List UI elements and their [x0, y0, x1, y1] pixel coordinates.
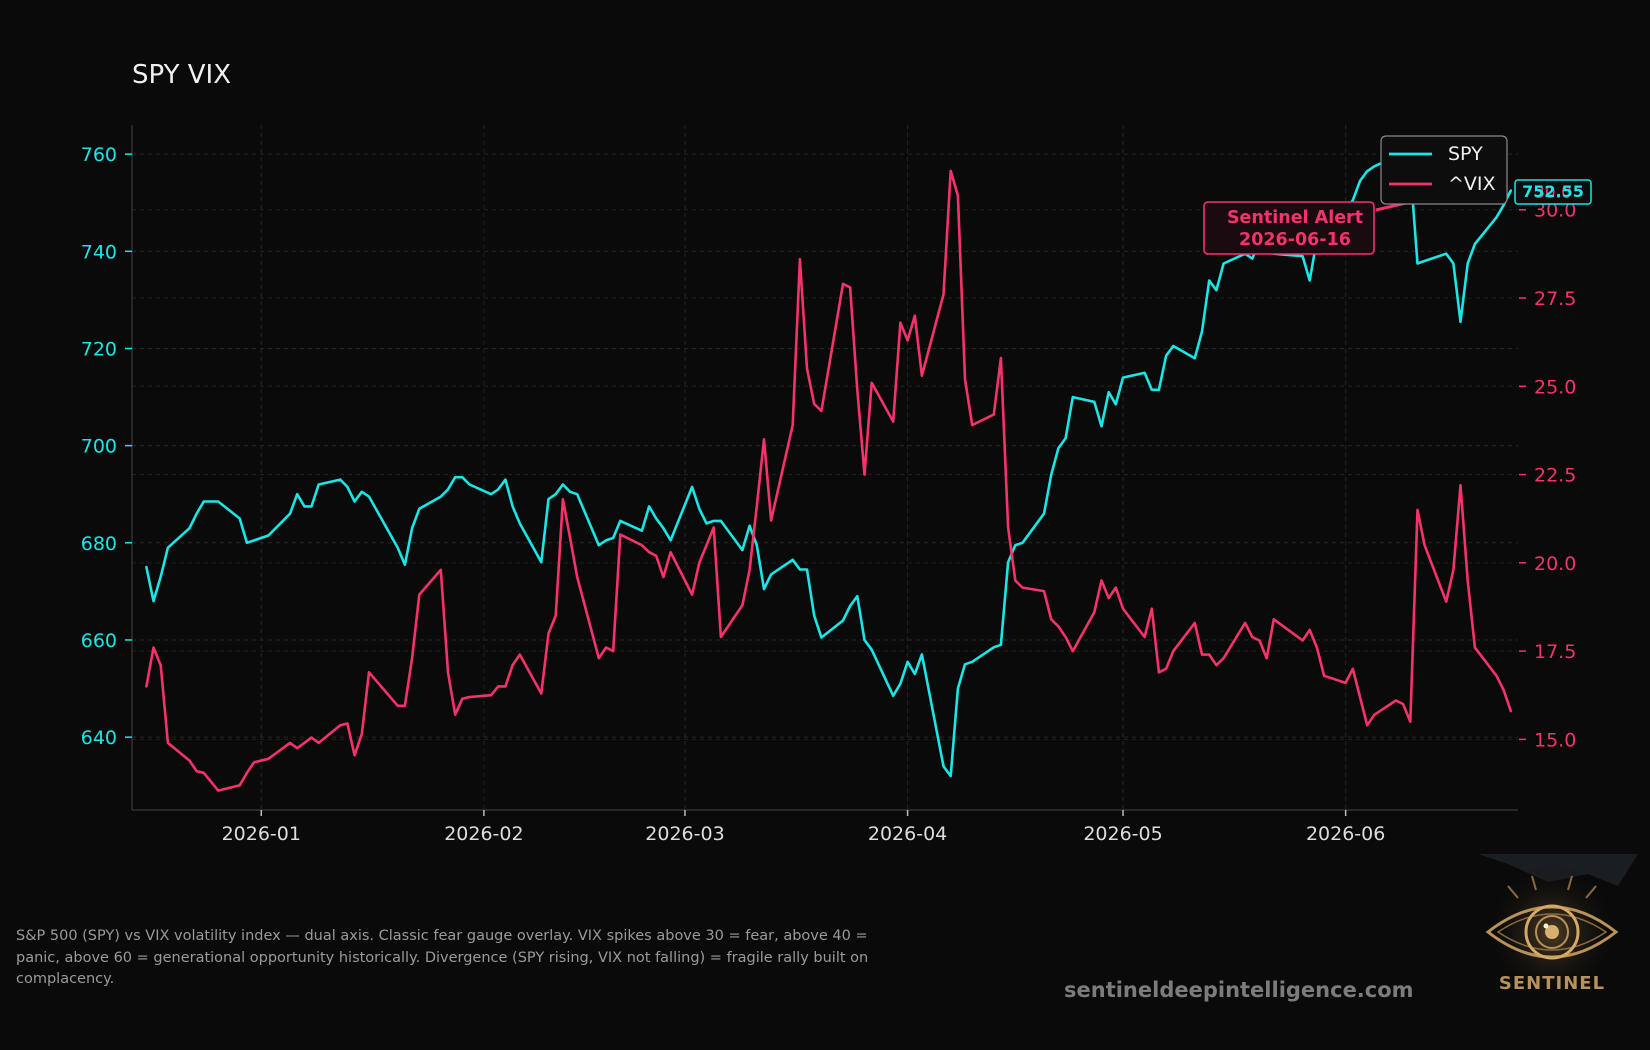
chart-caption: S&P 500 (SPY) vs VIX volatility index — …	[16, 928, 869, 987]
footer-website: sentineldeepintelligence.com	[1064, 978, 1414, 1002]
left-tick-label: 680	[81, 533, 117, 555]
annotation-date: 2026-06-16	[1239, 230, 1351, 250]
legend-label-vix: ^VIX	[1448, 173, 1496, 195]
chart-title: SPY VIX	[132, 60, 231, 90]
spy-last-value-box	[1514, 179, 1592, 205]
x-tick-label: 2026-04	[868, 823, 947, 845]
left-tick-label: 640	[81, 727, 117, 749]
right-tick-label: 15.0	[1534, 729, 1576, 751]
legend-label-spy: SPY	[1448, 143, 1483, 165]
eye-icon	[1478, 854, 1638, 1000]
left-tick-label: 720	[81, 338, 117, 360]
right-tick-label: 22.5	[1534, 465, 1576, 487]
right-tick-label: 17.5	[1534, 641, 1576, 663]
legend: SPY ^VIX	[1380, 135, 1508, 205]
annotation-box	[1203, 201, 1375, 255]
brand-wordmark: SENTINEL	[1498, 973, 1606, 994]
last-value-badges: 30.0 752.55	[1514, 179, 1592, 205]
right-tick-label: 30.0	[1534, 200, 1576, 222]
x-tick-label: 2026-05	[1083, 823, 1162, 845]
x-tick-label: 2026-02	[444, 823, 523, 845]
sentinel-annotation: Sentinel Alert 2026-06-16	[1203, 185, 1455, 255]
x-tick-label: 2026-03	[645, 823, 724, 845]
x-tick-label: 2026-01	[222, 823, 301, 845]
left-tick-label: 700	[81, 436, 117, 458]
right-tick-label: 27.5	[1534, 288, 1576, 310]
left-tick-label: 740	[81, 241, 117, 263]
x-axis-ticks: 2026-01 2026-02 2026-03 2026-04 2026-05 2026-…	[222, 810, 1385, 845]
vix-last-value-label: 30.0	[1534, 183, 1572, 203]
sentinel-logo: SENTINEL	[1468, 852, 1644, 1002]
left-tick-label: 760	[81, 144, 117, 166]
right-axis-ticks: 15.0 17.5 20.0 22.5 25.0 27.5 30.0	[1519, 200, 1576, 751]
spy-last-value-label: 752.55	[1522, 182, 1584, 201]
annotation-title: Sentinel Alert	[1227, 208, 1363, 228]
vix-line	[145, 169, 1513, 792]
x-tick-label: 2026-06	[1306, 823, 1385, 845]
right-tick-label: 20.0	[1534, 553, 1576, 575]
left-axis-ticks: 640 660 680 700 720 740 760	[81, 144, 132, 749]
left-tick-label: 660	[81, 630, 117, 652]
right-tick-label: 25.0	[1534, 376, 1576, 398]
